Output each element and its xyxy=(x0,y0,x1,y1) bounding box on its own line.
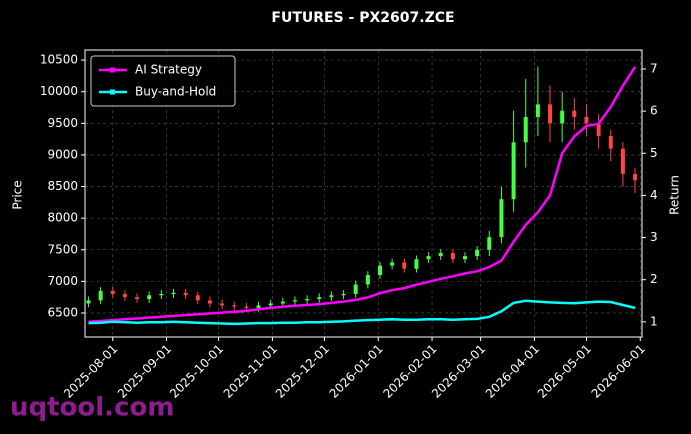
y-tick-label: 9000 xyxy=(47,147,78,161)
y-tick-label: 10500 xyxy=(40,53,78,67)
watermark: uqtool.com xyxy=(10,393,174,423)
candle-body xyxy=(220,303,225,306)
y2-tick-label: 5 xyxy=(650,146,658,160)
candle-body xyxy=(475,249,480,257)
candle-body xyxy=(560,110,565,124)
y-tick-label: 10000 xyxy=(40,84,78,98)
y2-tick-label: 3 xyxy=(650,230,658,244)
legend-label: AI Strategy xyxy=(135,63,202,77)
candle-body xyxy=(548,104,553,124)
y2-tick-label: 2 xyxy=(650,272,658,286)
candle-body xyxy=(426,256,431,260)
candle-body xyxy=(523,117,528,143)
candle-body xyxy=(450,252,455,260)
candle-body xyxy=(98,290,103,301)
candle-body xyxy=(608,135,613,149)
candle-body xyxy=(353,284,358,295)
y-axis-label: Price xyxy=(11,180,25,209)
y2-tick-label: 7 xyxy=(650,61,658,75)
legend-label: Buy-and-Hold xyxy=(135,85,216,99)
candle-body xyxy=(341,294,346,296)
line-series xyxy=(88,299,636,326)
candle-body xyxy=(159,294,164,296)
candle-body xyxy=(135,297,140,300)
candle-body xyxy=(195,295,200,301)
candle-body xyxy=(377,265,382,276)
candle-body xyxy=(414,259,419,269)
y2-axis-label: Return xyxy=(668,175,682,215)
y-tick-label: 8500 xyxy=(47,179,78,193)
candle-body xyxy=(633,173,638,181)
candle-body xyxy=(171,292,176,295)
candle-body xyxy=(207,300,212,304)
y-tick-label: 6500 xyxy=(47,305,78,319)
legend-marker xyxy=(110,89,115,95)
y2-tick-label: 4 xyxy=(650,188,658,202)
candle-body xyxy=(183,292,188,296)
candle-body xyxy=(86,300,91,304)
candle-body xyxy=(402,262,407,269)
candle-body xyxy=(292,300,297,302)
candle-body xyxy=(147,295,152,300)
candle-body xyxy=(122,294,127,298)
candle-body xyxy=(463,256,468,260)
candle-body xyxy=(305,299,310,301)
candle-body xyxy=(244,306,249,308)
candle-body xyxy=(572,110,577,118)
candle-body xyxy=(280,301,285,304)
candle-body xyxy=(365,275,370,285)
y-tick-label: 7000 xyxy=(47,274,78,288)
candle-body xyxy=(317,297,322,300)
y-tick-label: 9500 xyxy=(47,116,78,130)
candle-body xyxy=(499,199,504,238)
candle-body xyxy=(596,123,601,136)
candle-body xyxy=(329,295,334,298)
y-tick-label: 8000 xyxy=(47,211,78,225)
candle-body xyxy=(511,142,516,200)
candle-body xyxy=(268,303,273,306)
plot-frame xyxy=(84,49,643,338)
candle-body xyxy=(535,104,540,118)
candle-body xyxy=(620,148,625,174)
legend-marker xyxy=(110,67,115,73)
line-series xyxy=(88,66,637,324)
candle-body xyxy=(438,252,443,257)
candle-body xyxy=(110,290,115,295)
candle-body xyxy=(256,305,261,308)
candle-body xyxy=(390,262,395,266)
candle-body xyxy=(584,117,589,124)
candle-body xyxy=(232,305,237,307)
y2-tick-label: 1 xyxy=(650,314,658,328)
chart-title: FUTURES - PX2607.ZCE xyxy=(271,10,454,26)
legend-box xyxy=(90,55,236,107)
candle-body xyxy=(487,237,492,250)
y2-tick-label: 6 xyxy=(650,104,658,118)
y-tick-label: 7500 xyxy=(47,242,78,256)
